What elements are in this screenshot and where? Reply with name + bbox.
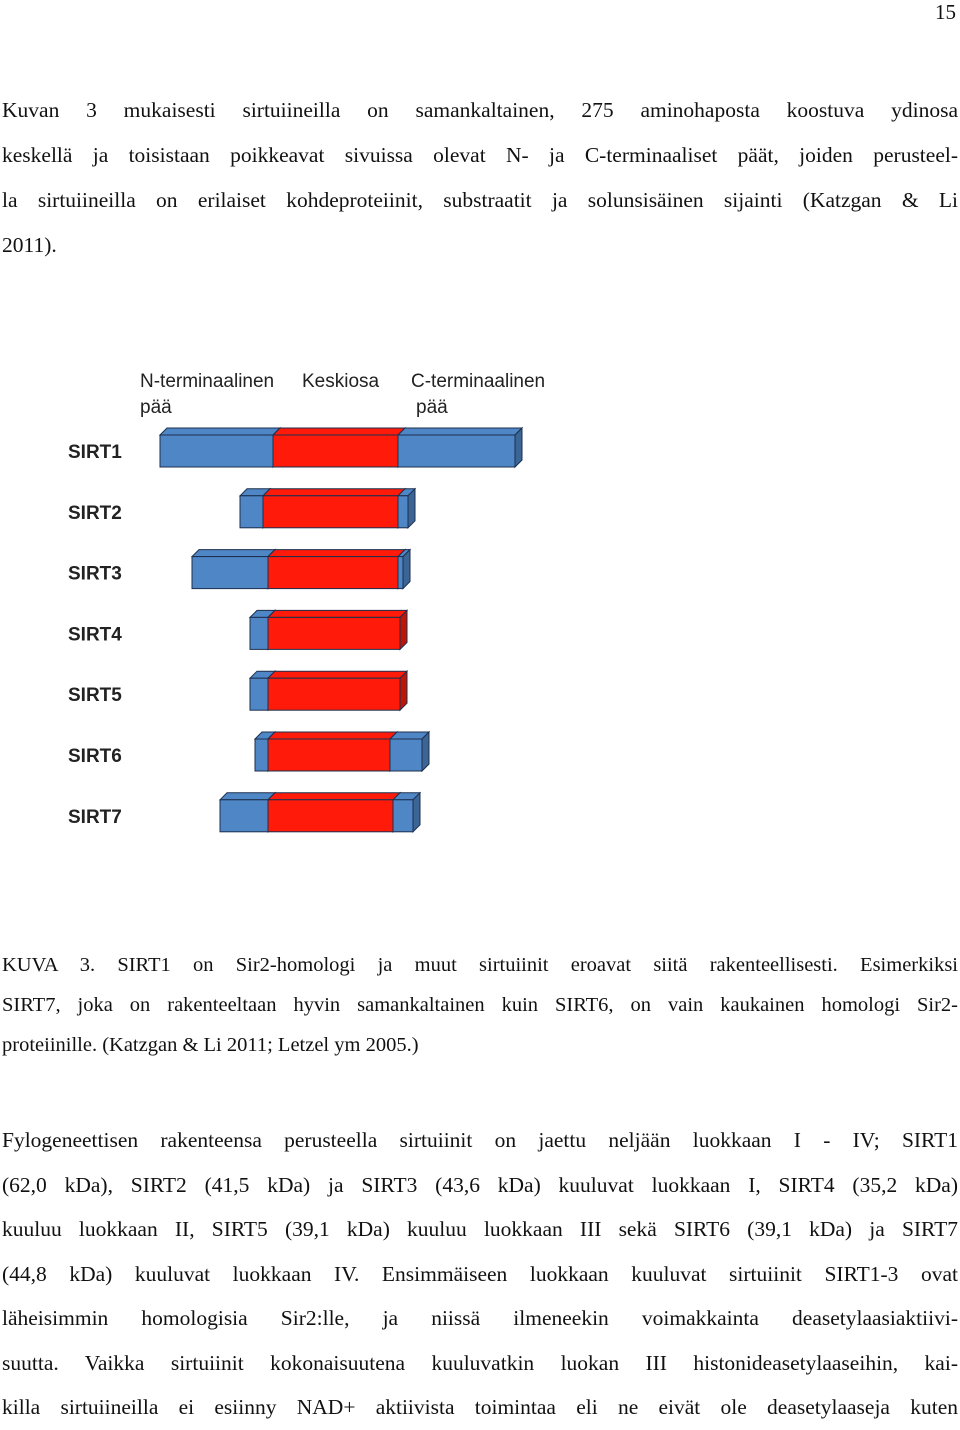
row-label-sirt1: SIRT1 xyxy=(68,442,122,463)
row-label-sirt5: SIRT5 xyxy=(68,685,122,706)
sirt4-core-segment-front xyxy=(267,616,401,650)
sirt6-c-terminal-segment-side xyxy=(421,730,430,773)
sirt-rows: SIRT1 SIRT2 SIRT3 SIRT4 SIRT5 SIRT6 SIRT7 xyxy=(68,426,524,834)
sirt3-n-terminal-segment-top xyxy=(190,549,277,558)
sirt2-c-terminal-segment-side xyxy=(407,487,416,530)
text-line: (62,0 kDa), SIRT2 (41,5 kDa) ja SIRT3 (4… xyxy=(2,1172,958,1197)
sirt1-n-terminal-segment-front xyxy=(159,434,274,468)
sirt5-core-segment-side xyxy=(399,669,408,712)
text-line: Kuvan 3 mukaisesti sirtuiineilla on sama… xyxy=(2,98,958,122)
sirt4-core-segment xyxy=(266,609,409,651)
sirt4-core-segment-top xyxy=(266,609,409,618)
row-label-sirt2: SIRT2 xyxy=(68,503,122,524)
sirt1-core-segment xyxy=(271,426,407,469)
sirt3-core-segment-front xyxy=(267,556,399,590)
sirt2-core-segment-front xyxy=(262,495,399,529)
row-label-sirt7: SIRT7 xyxy=(68,807,122,828)
sirt1-c-terminal-segment-side xyxy=(514,426,523,469)
sirt7-core-segment-top xyxy=(266,792,402,801)
header-n-terminal: N-terminaalinen xyxy=(140,371,274,392)
sirt7-c-terminal-segment-front xyxy=(392,799,414,833)
sirt6-core-segment-front xyxy=(267,738,391,772)
sirt7-n-terminal-segment-front xyxy=(219,799,269,833)
header-core: Keskiosa xyxy=(302,371,380,392)
sirt7-core-segment xyxy=(266,791,402,834)
sirt5-n-terminal-segment-front xyxy=(249,677,269,711)
text-line: Fylogeneettisen rakenteensa perusteella … xyxy=(2,1128,958,1152)
text-line: la sirtuiineilla on erilaiset kohdeprote… xyxy=(2,188,958,212)
sirt7-c-terminal-segment-side xyxy=(412,791,421,834)
header-n-terminal-suffix: pää xyxy=(140,397,172,418)
sirt7-core-segment-front xyxy=(267,799,394,833)
sirt3-c-terminal-segment-side xyxy=(402,548,411,590)
sirt1-core-segment-top xyxy=(271,427,407,436)
sirt5-core-segment xyxy=(266,669,409,712)
sirt3-n-terminal-segment-front xyxy=(191,556,269,590)
sirt7-n-terminal-segment xyxy=(218,791,277,834)
sirt2-c-terminal-segment xyxy=(396,487,417,530)
sirt1-c-terminal-segment-front xyxy=(397,434,516,468)
sirt3-c-terminal-segment-front xyxy=(397,556,404,590)
sirt6-n-terminal-segment-front xyxy=(254,738,269,772)
sirt7-n-terminal-segment-top xyxy=(218,792,277,801)
sirt6-c-terminal-segment xyxy=(388,730,431,773)
text-line: 2011). xyxy=(2,233,57,257)
sirt2-n-terminal-segment-front xyxy=(239,495,264,529)
sirt3-c-terminal-segment xyxy=(396,548,412,590)
sirt7-c-terminal-segment xyxy=(391,791,422,834)
header-c-terminal: C-terminaalinen xyxy=(411,371,545,392)
sirt1-c-terminal-segment xyxy=(396,426,524,469)
sirt3-core-segment xyxy=(266,548,407,590)
text-line: keskellä ja toisistaan poikkeavat sivuis… xyxy=(2,143,958,167)
sirt5-core-segment-top xyxy=(266,670,409,679)
sirtuin-structure-figure: N-terminaalinen pää Keskiosa C-terminaal… xyxy=(68,371,545,834)
text-line: (44,8 kDa) kuuluvat luokkaan IV. Ensimmä… xyxy=(2,1261,958,1286)
sirt4-n-terminal-segment-front xyxy=(249,616,269,650)
sirt6-c-terminal-segment-front xyxy=(389,738,423,772)
sirt1-n-terminal-segment-top xyxy=(158,427,282,436)
sirt2-core-segment xyxy=(261,487,407,530)
sirt3-core-segment-top xyxy=(266,549,407,558)
text-line: läheisimmin homologisia Sir2:lle, ja nii… xyxy=(2,1306,958,1330)
text-line: kuuluu luokkaan II, SIRT5 (39,1 kDa) kuu… xyxy=(2,1217,958,1241)
caption-line: SIRT7, joka on rakenteeltaan hyvin saman… xyxy=(2,994,958,1016)
header-c-terminal-suffix: pää xyxy=(416,397,448,418)
text-line: suutta. Vaikka sirtuiinit kokonaisuutena… xyxy=(2,1350,958,1375)
sirt5-core-segment-front xyxy=(267,677,401,711)
sirt1-c-terminal-segment-top xyxy=(396,427,524,436)
sirt6-core-segment-top xyxy=(266,731,399,740)
text-line: killa sirtuiineilla ei esiinny NAD+ akti… xyxy=(2,1395,958,1419)
row-label-sirt6: SIRT6 xyxy=(68,746,122,767)
classification-paragraph: Fylogeneettisen rakenteensa perusteella … xyxy=(2,1118,958,1430)
caption-line: KUVA 3. SIRT1 on Sir2-homologi ja muut s… xyxy=(2,954,958,976)
sirt4-core-segment-side xyxy=(399,609,408,651)
intro-paragraph: Kuvan 3 mukaisesti sirtuiineilla on sama… xyxy=(2,88,958,268)
row-label-sirt4: SIRT4 xyxy=(68,624,122,645)
page-number: 15 xyxy=(935,0,956,24)
sirt2-core-segment-top xyxy=(261,488,407,497)
sirt1-core-segment-front xyxy=(272,434,399,468)
figure-caption: KUVA 3. SIRT1 on Sir2-homologi ja muut s… xyxy=(2,945,958,1065)
sirt3-n-terminal-segment xyxy=(190,548,277,590)
sirt1-n-terminal-segment xyxy=(158,426,282,469)
sirt6-core-segment xyxy=(266,730,399,773)
sirt2-c-terminal-segment-front xyxy=(397,495,409,529)
row-label-sirt3: SIRT3 xyxy=(68,564,122,585)
caption-line: proteiinille. (Katzgan & Li 2011; Letzel… xyxy=(2,1034,419,1056)
